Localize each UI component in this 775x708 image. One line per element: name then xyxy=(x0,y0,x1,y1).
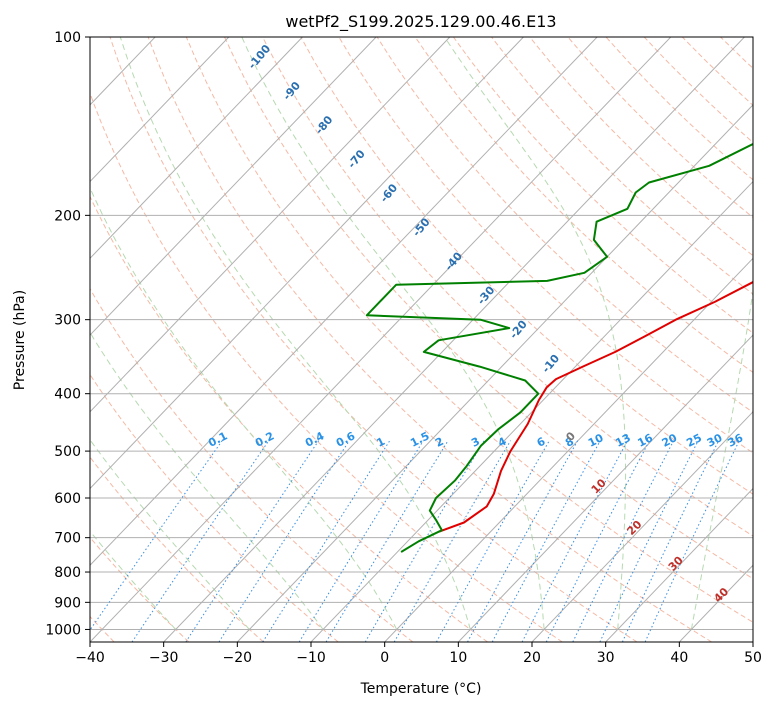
moist-adiabat-line xyxy=(444,37,627,630)
x-tick-label: −10 xyxy=(296,650,326,666)
mixing-ratio-line xyxy=(90,440,223,631)
mixing-ratio-line xyxy=(218,440,350,642)
isotherm-line xyxy=(90,37,672,642)
dry-adiabat-line xyxy=(376,37,753,413)
mixing-ratio-line xyxy=(364,440,485,642)
mixing-ratio-line xyxy=(185,440,320,642)
isotherm-line xyxy=(90,37,377,336)
isotherm-line xyxy=(90,37,451,413)
moist-adiabat-line xyxy=(90,331,324,630)
axes: −40 −30 −20 −10 0 10 20 30 40 50 100 200 300 400 500 60… xyxy=(45,30,762,666)
moist-adiabat-line xyxy=(241,37,545,630)
plot-background xyxy=(90,37,753,642)
isotherm-line xyxy=(90,37,598,566)
x-tick-label: 30 xyxy=(597,650,615,666)
mixing-ratio-label: 30 xyxy=(705,431,725,450)
mixing-ratio-line xyxy=(393,440,512,642)
isotherm-line xyxy=(457,334,753,642)
mixing-ratio-label: 20 xyxy=(660,431,680,450)
moist-adiabat-line xyxy=(90,438,250,630)
chart-title: wetPf2_S199.2025.129.00.46.E13 xyxy=(285,12,556,32)
mixing-ratio-line xyxy=(298,440,424,642)
isotherm-line xyxy=(0,37,8,642)
mixing-ratio-line xyxy=(262,440,391,642)
x-axis-label: Temperature (°C) xyxy=(360,681,482,697)
mixing-ratio-line xyxy=(491,440,601,642)
mixing-ratio-line xyxy=(325,440,449,642)
isotherm-line xyxy=(163,37,745,642)
background-lines xyxy=(0,37,775,642)
x-tick-label: 20 xyxy=(523,650,541,666)
isotherm-line xyxy=(90,37,524,490)
isotherm-line xyxy=(384,257,753,642)
y-tick-label: 800 xyxy=(54,565,81,581)
mixing-ratio-line xyxy=(131,440,270,642)
dry-adiabat-line xyxy=(452,37,753,334)
y-tick-label: 700 xyxy=(54,531,81,547)
y-tick-label: 500 xyxy=(54,444,81,460)
y-tick-label: 600 xyxy=(54,491,81,507)
mixing-ratio-label: 13 xyxy=(613,431,633,450)
x-tick-label: −30 xyxy=(149,650,179,666)
temperature-profile-line xyxy=(438,280,753,533)
y-tick-label: 400 xyxy=(54,387,81,403)
dry-adiabat-line xyxy=(759,37,775,642)
isotherm-line xyxy=(531,411,753,642)
dry-adiabat-line xyxy=(147,37,712,642)
dry-adiabat-line xyxy=(224,37,753,580)
x-tick-label: 0 xyxy=(380,650,389,666)
mixing-ratio-line xyxy=(599,440,699,642)
isotherm-line xyxy=(605,487,753,642)
y-tick-label: 100 xyxy=(54,30,81,46)
x-tick-label: 50 xyxy=(744,650,762,666)
y-axis-label: Pressure (hPa) xyxy=(12,290,28,390)
x-tick-label: −40 xyxy=(75,650,105,666)
dry-adiabat-line xyxy=(185,37,753,623)
mixing-ratio-label: 10 xyxy=(586,431,606,450)
mixing-ratio-line xyxy=(644,440,740,642)
isotherm-line xyxy=(236,104,753,642)
y-tick-label: 200 xyxy=(54,208,81,224)
isotherm-line xyxy=(310,180,753,642)
mixing-ratio-label: 16 xyxy=(635,431,655,450)
y-tick-label: 1000 xyxy=(45,622,81,638)
mixing-ratio-label: 36 xyxy=(726,431,746,450)
moist-adiabat-line xyxy=(690,287,753,630)
dry-adiabat-line xyxy=(90,91,563,642)
isotherm-line xyxy=(90,37,230,183)
dry-adiabat-line xyxy=(90,195,488,642)
dry-adiabat-line xyxy=(90,536,190,642)
mixing-ratio-label: 25 xyxy=(684,431,704,450)
mixing-ratio-line xyxy=(467,440,579,642)
dry-adiabat-line xyxy=(109,37,638,642)
y-tick-label: 900 xyxy=(54,595,81,611)
mixing-ratio-line xyxy=(572,440,675,642)
isotherm-line xyxy=(90,37,303,260)
profile-lines xyxy=(365,142,753,553)
y-tick-label: 300 xyxy=(54,313,81,329)
moist-adiabat-line xyxy=(90,186,398,630)
dry-adiabat-line xyxy=(90,456,264,642)
x-tick-label: 40 xyxy=(670,650,688,666)
x-tick-label: −20 xyxy=(223,650,253,666)
isotherm-line xyxy=(752,641,753,642)
mixing-ratio-line xyxy=(435,440,550,642)
dewpoint-profile-line xyxy=(365,142,753,553)
x-tick-label: 10 xyxy=(449,650,467,666)
plot-frame xyxy=(89,36,754,643)
